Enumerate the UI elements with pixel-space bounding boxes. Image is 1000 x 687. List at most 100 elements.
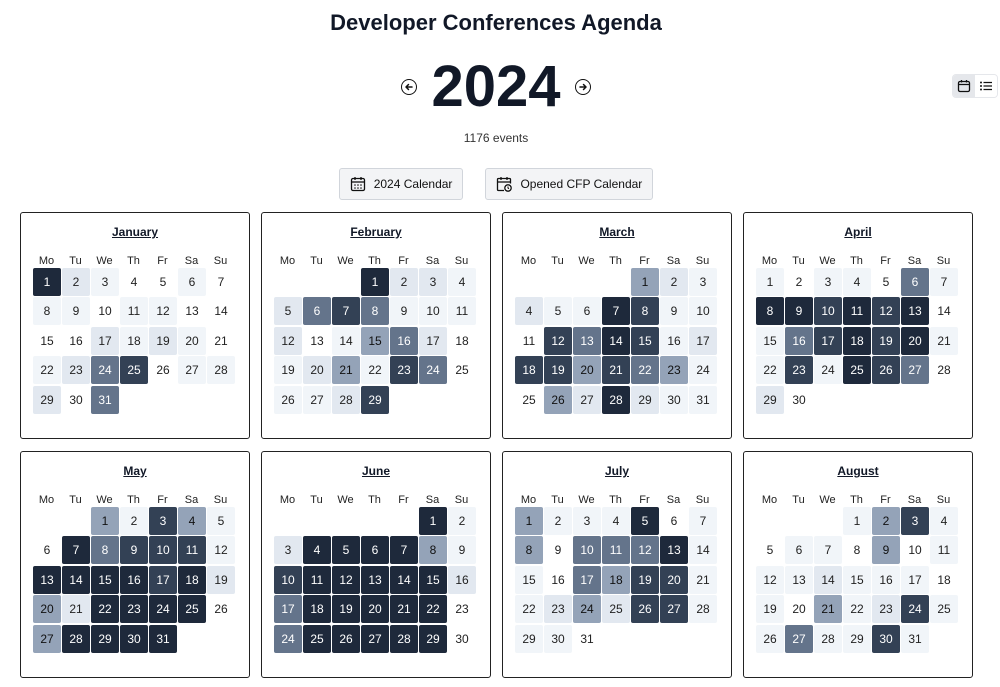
day-cell[interactable]: 30 xyxy=(544,625,572,653)
calendar-view-button[interactable] xyxy=(953,75,975,97)
day-cell[interactable]: 24 xyxy=(689,356,717,384)
day-cell[interactable]: 6 xyxy=(361,536,389,564)
day-cell[interactable]: 29 xyxy=(419,625,447,653)
day-cell[interactable]: 21 xyxy=(930,327,958,355)
day-cell[interactable]: 30 xyxy=(69,393,83,407)
day-cell[interactable]: 12 xyxy=(631,536,659,564)
day-cell[interactable]: 18 xyxy=(178,566,206,594)
day-cell[interactable]: 20 xyxy=(303,356,331,384)
day-cell[interactable]: 16 xyxy=(872,566,900,594)
day-cell[interactable]: 1 xyxy=(361,268,389,296)
day-cell[interactable]: 10 xyxy=(689,297,717,325)
day-cell[interactable]: 10 xyxy=(814,297,842,325)
day-cell[interactable]: 9 xyxy=(785,297,813,325)
day-cell[interactable]: 28 xyxy=(62,625,90,653)
day-cell[interactable]: 9 xyxy=(660,297,688,325)
day-cell[interactable]: 30 xyxy=(455,632,469,646)
day-cell[interactable]: 21 xyxy=(62,595,90,623)
day-cell[interactable]: 3 xyxy=(689,268,717,296)
day-cell[interactable]: 3 xyxy=(149,507,177,535)
day-cell[interactable]: 10 xyxy=(98,304,112,318)
day-cell[interactable]: 20 xyxy=(901,327,929,355)
month-title[interactable]: January xyxy=(111,225,159,239)
day-cell[interactable]: 19 xyxy=(274,356,302,384)
day-cell[interactable]: 6 xyxy=(670,514,678,528)
day-cell[interactable]: 8 xyxy=(361,297,389,325)
day-cell[interactable]: 27 xyxy=(785,625,813,653)
day-cell[interactable]: 5 xyxy=(274,297,302,325)
day-cell[interactable]: 31 xyxy=(91,386,119,414)
day-cell[interactable]: 9 xyxy=(554,543,562,557)
day-cell[interactable]: 19 xyxy=(544,356,572,384)
day-cell[interactable]: 23 xyxy=(455,602,469,616)
month-title[interactable]: July xyxy=(604,464,629,478)
day-cell[interactable]: 10 xyxy=(419,297,447,325)
day-cell[interactable]: 27 xyxy=(573,386,601,414)
day-cell[interactable]: 1 xyxy=(631,268,659,296)
day-cell[interactable]: 20 xyxy=(660,566,688,594)
day-cell[interactable]: 6 xyxy=(901,268,929,296)
day-cell[interactable]: 11 xyxy=(303,566,331,594)
day-cell[interactable]: 19 xyxy=(631,566,659,594)
day-cell[interactable]: 8 xyxy=(756,297,784,325)
day-cell[interactable]: 11 xyxy=(930,536,958,564)
day-cell[interactable]: 29 xyxy=(843,625,871,653)
day-cell[interactable]: 3 xyxy=(419,268,447,296)
day-cell[interactable]: 27 xyxy=(33,625,61,653)
day-cell[interactable]: 22 xyxy=(515,595,543,623)
day-cell[interactable]: 7 xyxy=(930,268,958,296)
day-cell[interactable]: 3 xyxy=(573,507,601,535)
day-cell[interactable]: 27 xyxy=(660,595,688,623)
day-cell[interactable]: 14 xyxy=(332,327,360,355)
day-cell[interactable]: 24 xyxy=(149,595,177,623)
day-cell[interactable]: 18 xyxy=(602,566,630,594)
day-cell[interactable]: 30 xyxy=(872,625,900,653)
day-cell[interactable]: 24 xyxy=(901,595,929,623)
day-cell[interactable]: 27 xyxy=(178,356,206,384)
day-cell[interactable]: 28 xyxy=(689,595,717,623)
download-calendar-button[interactable]: 2024 Calendar xyxy=(338,168,464,200)
day-cell[interactable]: 4 xyxy=(930,507,958,535)
day-cell[interactable]: 7 xyxy=(390,536,418,564)
day-cell[interactable]: 15 xyxy=(419,566,447,594)
day-cell[interactable]: 25 xyxy=(602,595,630,623)
day-cell[interactable]: 23 xyxy=(390,356,418,384)
day-cell[interactable]: 13 xyxy=(361,566,389,594)
day-cell[interactable]: 14 xyxy=(214,304,228,318)
day-cell[interactable]: 26 xyxy=(274,386,302,414)
day-cell[interactable]: 11 xyxy=(843,297,871,325)
day-cell[interactable]: 8 xyxy=(419,536,447,564)
day-cell[interactable]: 2 xyxy=(544,507,572,535)
day-cell[interactable]: 10 xyxy=(908,543,922,557)
day-cell[interactable]: 4 xyxy=(130,275,138,289)
day-cell[interactable]: 15 xyxy=(756,327,784,355)
day-cell[interactable]: 1 xyxy=(419,507,447,535)
day-cell[interactable]: 16 xyxy=(660,327,688,355)
day-cell[interactable]: 27 xyxy=(361,625,389,653)
day-cell[interactable]: 26 xyxy=(631,595,659,623)
day-cell[interactable]: 14 xyxy=(602,327,630,355)
list-view-button[interactable] xyxy=(975,75,997,97)
day-cell[interactable]: 3 xyxy=(91,268,119,296)
day-cell[interactable]: 2 xyxy=(62,268,90,296)
day-cell[interactable]: 2 xyxy=(872,507,900,535)
day-cell[interactable]: 19 xyxy=(872,327,900,355)
day-cell[interactable]: 16 xyxy=(551,573,565,587)
day-cell[interactable]: 25 xyxy=(930,595,958,623)
day-cell[interactable]: 22 xyxy=(843,595,871,623)
day-cell[interactable]: 3 xyxy=(901,507,929,535)
day-cell[interactable]: 24 xyxy=(814,356,842,384)
day-cell[interactable]: 28 xyxy=(814,625,842,653)
day-cell[interactable]: 22 xyxy=(756,356,784,384)
day-cell[interactable]: 20 xyxy=(792,602,806,616)
day-cell[interactable]: 25 xyxy=(522,393,536,407)
day-cell[interactable]: 25 xyxy=(843,356,871,384)
day-cell[interactable]: 22 xyxy=(91,595,119,623)
day-cell[interactable]: 28 xyxy=(332,386,360,414)
day-cell[interactable]: 22 xyxy=(361,356,389,384)
day-cell[interactable]: 28 xyxy=(207,356,235,384)
day-cell[interactable]: 24 xyxy=(274,625,302,653)
day-cell[interactable]: 1 xyxy=(515,507,543,535)
day-cell[interactable]: 5 xyxy=(332,536,360,564)
day-cell[interactable]: 16 xyxy=(785,327,813,355)
